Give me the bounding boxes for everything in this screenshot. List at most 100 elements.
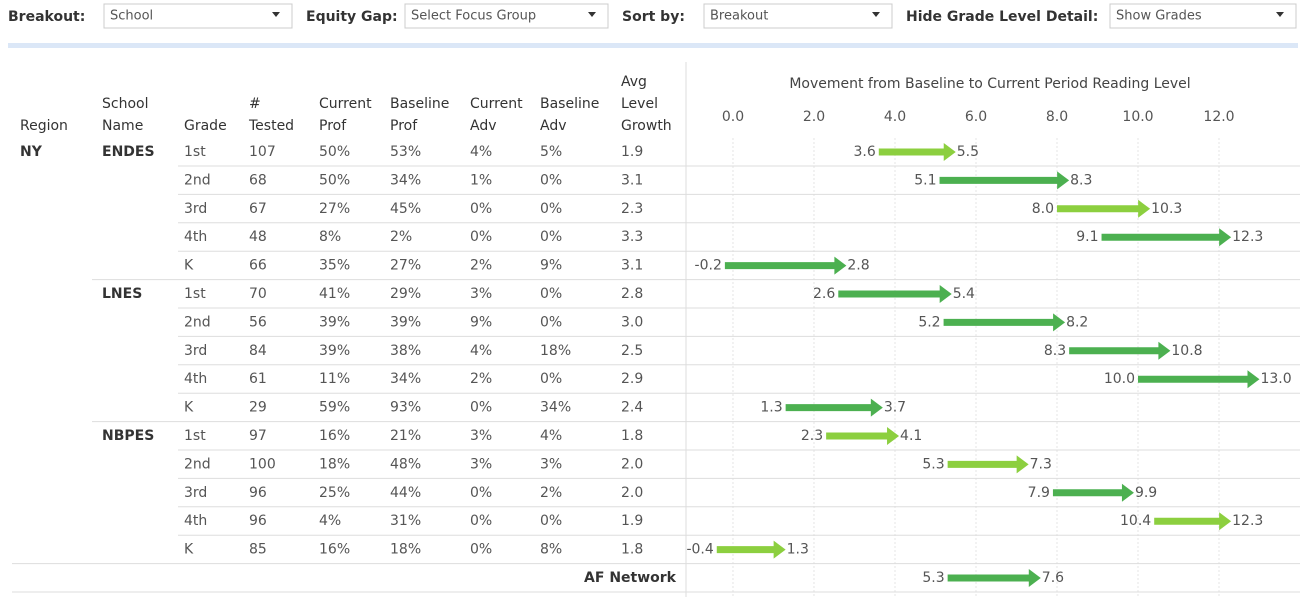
cell: 39% bbox=[319, 314, 350, 330]
cell: 100 bbox=[249, 456, 276, 472]
cell: 4th bbox=[184, 513, 207, 529]
cell: 2.9 bbox=[621, 371, 643, 387]
column-header: School bbox=[102, 96, 148, 112]
cell: 68 bbox=[249, 172, 267, 188]
end-label: 8.3 bbox=[1070, 172, 1092, 188]
end-label: 5.5 bbox=[957, 144, 979, 160]
cell: 0% bbox=[540, 371, 562, 387]
column-header: # bbox=[249, 96, 261, 112]
start-label: 5.2 bbox=[918, 314, 940, 330]
cell: LNES bbox=[102, 286, 142, 302]
x-tick-label: 4.0 bbox=[884, 109, 906, 125]
cell: 4% bbox=[540, 428, 562, 444]
cell: 3.0 bbox=[621, 314, 643, 330]
start-label: 3.6 bbox=[854, 144, 876, 160]
cell: 0% bbox=[470, 542, 492, 558]
cell: 2.5 bbox=[621, 343, 643, 359]
cell: 2% bbox=[540, 485, 562, 501]
movement-arrow bbox=[826, 427, 900, 445]
cell: 1.8 bbox=[621, 542, 643, 558]
movement-arrow bbox=[947, 455, 1029, 474]
start-label: 5.3 bbox=[922, 570, 944, 586]
total-label: AF Network bbox=[584, 570, 677, 586]
filter-label: Breakout: bbox=[8, 9, 85, 25]
cell: K bbox=[184, 400, 194, 416]
cell: NY bbox=[20, 144, 43, 160]
dropdown[interactable] bbox=[1109, 3, 1297, 29]
column-header: Baseline bbox=[540, 96, 599, 112]
cell: 1st bbox=[184, 428, 206, 444]
cell: 107 bbox=[249, 144, 276, 160]
cell: 96 bbox=[249, 513, 267, 529]
dropdown[interactable] bbox=[703, 3, 893, 29]
movement-arrow bbox=[878, 143, 956, 161]
end-label: 5.4 bbox=[953, 286, 975, 302]
cell: 48% bbox=[390, 456, 421, 472]
movement-arrow bbox=[724, 256, 847, 275]
movement-arrow bbox=[1154, 512, 1232, 531]
start-label: 7.9 bbox=[1028, 485, 1050, 501]
end-label: 10.3 bbox=[1151, 201, 1182, 217]
cell: 2nd bbox=[184, 456, 211, 472]
start-label: 5.1 bbox=[914, 172, 936, 188]
dropdown-caret bbox=[872, 12, 880, 17]
start-label: 8.3 bbox=[1044, 343, 1066, 359]
cell: 2.0 bbox=[621, 456, 643, 472]
cell: 29% bbox=[390, 286, 421, 302]
cell: 61 bbox=[249, 371, 267, 387]
movement-arrow bbox=[943, 313, 1066, 332]
start-label: 1.3 bbox=[760, 400, 782, 416]
cell: K bbox=[184, 542, 194, 558]
cell: 18% bbox=[540, 343, 571, 359]
arrow-shape bbox=[1056, 199, 1151, 218]
start-label: 2.3 bbox=[801, 428, 823, 444]
arrow-shape bbox=[724, 256, 847, 275]
cell: 0% bbox=[540, 513, 562, 529]
cell: 39% bbox=[319, 343, 350, 359]
column-header: Adv bbox=[470, 118, 497, 134]
cell: 0% bbox=[540, 229, 562, 245]
arrow-shape bbox=[1137, 370, 1260, 389]
cell: K bbox=[184, 258, 194, 274]
cell: 67 bbox=[249, 201, 267, 217]
column-header: Region bbox=[20, 118, 68, 134]
start-label: 10.0 bbox=[1104, 371, 1135, 387]
start-label: 9.1 bbox=[1076, 229, 1098, 245]
arrow-shape bbox=[1154, 512, 1232, 531]
x-tick-label: 12.0 bbox=[1203, 109, 1234, 125]
cell: 29 bbox=[249, 400, 267, 416]
end-label: 1.3 bbox=[787, 542, 809, 558]
cell: 48 bbox=[249, 229, 267, 245]
cell: 93% bbox=[390, 400, 421, 416]
cell: 21% bbox=[390, 428, 421, 444]
cell: 3% bbox=[470, 428, 492, 444]
movement-arrow bbox=[716, 540, 786, 559]
column-header: Level bbox=[621, 96, 658, 112]
cell: 2.3 bbox=[621, 201, 643, 217]
end-label: 7.6 bbox=[1042, 570, 1064, 586]
chart-title: Movement from Baseline to Current Period… bbox=[789, 76, 1190, 92]
cell: 18% bbox=[390, 542, 421, 558]
dropdown[interactable] bbox=[404, 3, 609, 29]
end-label: 12.3 bbox=[1232, 229, 1263, 245]
dropdown[interactable] bbox=[103, 3, 293, 29]
filter-label: Hide Grade Level Detail: bbox=[906, 9, 1098, 25]
arrow-shape bbox=[939, 171, 1070, 190]
cell: ENDES bbox=[102, 144, 155, 160]
cell: 25% bbox=[319, 485, 350, 501]
cell: 0% bbox=[540, 201, 562, 217]
cell: 4% bbox=[319, 513, 341, 529]
movement-arrow bbox=[947, 569, 1041, 587]
x-tick-label: 2.0 bbox=[803, 109, 825, 125]
column-header: Grade bbox=[184, 118, 227, 134]
cell: 66 bbox=[249, 258, 267, 274]
movement-arrow bbox=[1137, 370, 1260, 389]
cell: 34% bbox=[540, 400, 571, 416]
column-header: Growth bbox=[621, 118, 672, 134]
cell: 8% bbox=[319, 229, 341, 245]
cell: 27% bbox=[390, 258, 421, 274]
column-header: Tested bbox=[248, 118, 294, 134]
cell: 1% bbox=[470, 172, 492, 188]
cell: 3% bbox=[470, 456, 492, 472]
